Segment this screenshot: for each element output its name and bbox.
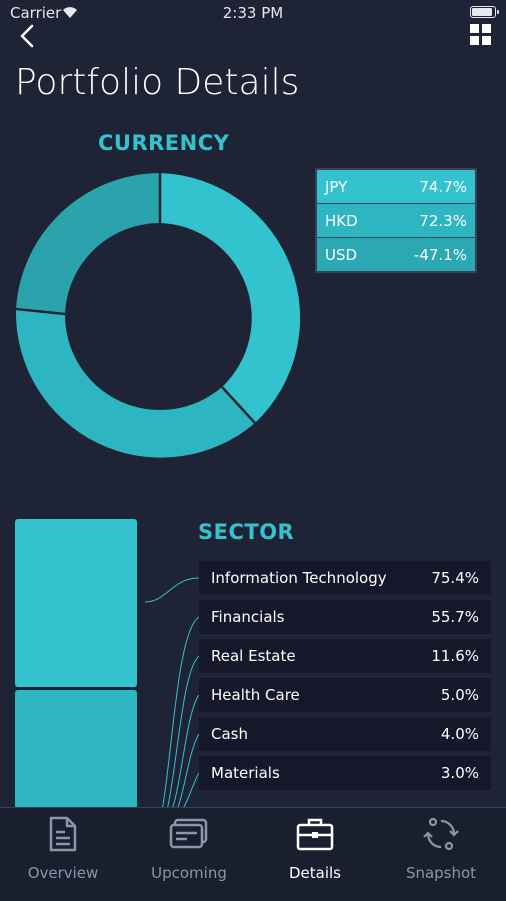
currency-row-jpy[interactable]: JPY 74.7%: [317, 170, 475, 203]
tab-label: Details: [288, 864, 341, 882]
sector-percent: 55.7%: [431, 608, 479, 626]
battery-icon: [470, 6, 499, 18]
currency-percent: -47.1%: [413, 245, 467, 264]
sector-row[interactable]: Materials 3.0%: [199, 756, 491, 790]
sector-name: Health Care: [211, 686, 300, 704]
sector-percent: 3.0%: [440, 764, 479, 782]
currency-section-title: CURRENCY: [98, 131, 230, 155]
sector-section-title: SECTOR: [198, 520, 295, 544]
tab-label: Snapshot: [405, 864, 477, 882]
sector-name: Financials: [211, 608, 285, 626]
grid-menu-button[interactable]: [470, 24, 492, 46]
sector-name: Cash: [211, 725, 248, 743]
status-bar: Carrier 2:33 PM: [0, 0, 506, 26]
cards-icon: [169, 818, 208, 849]
sector-percent: 11.6%: [431, 647, 479, 665]
sector-row[interactable]: Cash 4.0%: [199, 717, 491, 751]
sector-name: Materials: [211, 764, 280, 782]
currency-legend: JPY 74.7% HKD 72.3% USD -47.1%: [315, 168, 477, 273]
sector-list: Information Technology 75.4% Financials …: [199, 561, 491, 795]
tab-details[interactable]: Details: [252, 816, 378, 882]
sector-percent: 5.0%: [440, 686, 479, 704]
tab-label: Overview: [27, 864, 99, 882]
donut-segment-usd: [16, 173, 160, 314]
page-title: Portfolio Details: [15, 62, 300, 103]
tab-snapshot[interactable]: Snapshot: [378, 816, 504, 882]
donut-segment-hkd: [15, 309, 255, 458]
sector-connector-lines: [144, 577, 199, 810]
sector-name: Information Technology: [211, 569, 387, 587]
tab-bar: Overview Upcoming Details Snapshot: [0, 807, 506, 901]
briefcase-icon: [296, 818, 334, 851]
sector-percent: 4.0%: [440, 725, 479, 743]
currency-row-hkd[interactable]: HKD 72.3%: [317, 204, 475, 237]
tab-overview[interactable]: Overview: [0, 816, 126, 882]
currency-percent: 74.7%: [419, 177, 467, 196]
back-button[interactable]: [14, 22, 42, 50]
sector-row[interactable]: Real Estate 11.6%: [199, 639, 491, 673]
currency-code: JPY: [325, 177, 348, 196]
treemap-block-financials[interactable]: [15, 690, 137, 830]
rotate-icon: [423, 817, 459, 851]
currency-code: HKD: [325, 211, 358, 230]
currency-code: USD: [325, 245, 358, 264]
sector-percent: 75.4%: [431, 569, 479, 587]
tab-upcoming[interactable]: Upcoming: [126, 816, 252, 882]
status-time: 2:33 PM: [222, 4, 284, 22]
document-icon: [49, 816, 77, 852]
sector-row[interactable]: Information Technology 75.4%: [199, 561, 491, 595]
donut-segment-jpy: [160, 173, 301, 423]
tab-label: Upcoming: [151, 864, 227, 882]
wifi-icon: [63, 7, 77, 18]
sector-row[interactable]: Health Care 5.0%: [199, 678, 491, 712]
sector-row[interactable]: Financials 55.7%: [199, 600, 491, 634]
sector-name: Real Estate: [211, 647, 296, 665]
currency-donut-chart: [15, 173, 301, 458]
currency-percent: 72.3%: [419, 211, 467, 230]
carrier-label: Carrier: [10, 4, 62, 22]
currency-row-usd[interactable]: USD -47.1%: [317, 238, 475, 271]
treemap-block-information-technology[interactable]: [15, 519, 137, 687]
